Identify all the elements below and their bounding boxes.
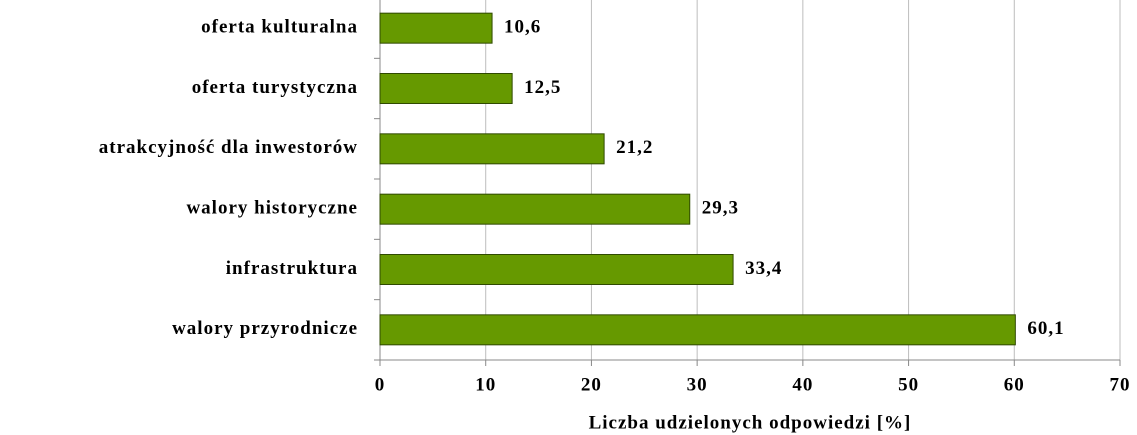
x-tick-label: 20 [581,374,602,395]
y-tick-label: walory historyczne [186,198,358,219]
bar [379,254,734,285]
y-tick-label: oferta kulturalna [201,17,358,38]
bar [379,73,513,104]
y-tick-label: atrakcyjność dla inwestorów [99,137,358,158]
bar [379,193,691,225]
x-axis-label: Liczba udzielonych odpowiedzi [%] [589,412,912,433]
data-label: 33,4 [745,258,782,279]
data-label: 12,5 [524,77,561,98]
data-label: 21,2 [616,137,653,158]
bar [379,133,605,165]
x-tick-label: 70 [1110,374,1131,395]
bar [379,12,493,44]
x-tick-label: 50 [898,374,919,395]
y-tick-label: oferta turystyczna [192,77,358,98]
x-tick-label: 60 [1004,374,1025,395]
data-label: 60,1 [1027,318,1064,339]
x-tick-label: 0 [375,374,386,395]
bar [379,314,1016,346]
x-tick-label: 30 [687,374,708,395]
y-tick-label: walory przyrodnicze [172,318,358,339]
x-tick-label: 10 [475,374,496,395]
data-label: 29,3 [702,198,739,219]
x-tick-label: 40 [792,374,813,395]
data-label: 10,6 [504,17,541,38]
y-tick-label: infrastruktura [226,258,358,279]
